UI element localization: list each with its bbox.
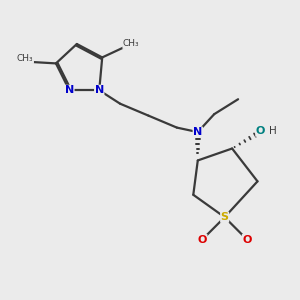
Text: H: H: [269, 126, 277, 136]
Text: O: O: [256, 126, 265, 136]
Text: CH₃: CH₃: [123, 40, 140, 49]
Text: O: O: [242, 235, 252, 244]
Text: CH₃: CH₃: [17, 54, 34, 63]
Text: N: N: [94, 85, 104, 95]
Text: O: O: [198, 235, 207, 244]
Text: N: N: [193, 127, 203, 137]
Text: S: S: [221, 212, 229, 222]
Text: N: N: [65, 85, 74, 95]
